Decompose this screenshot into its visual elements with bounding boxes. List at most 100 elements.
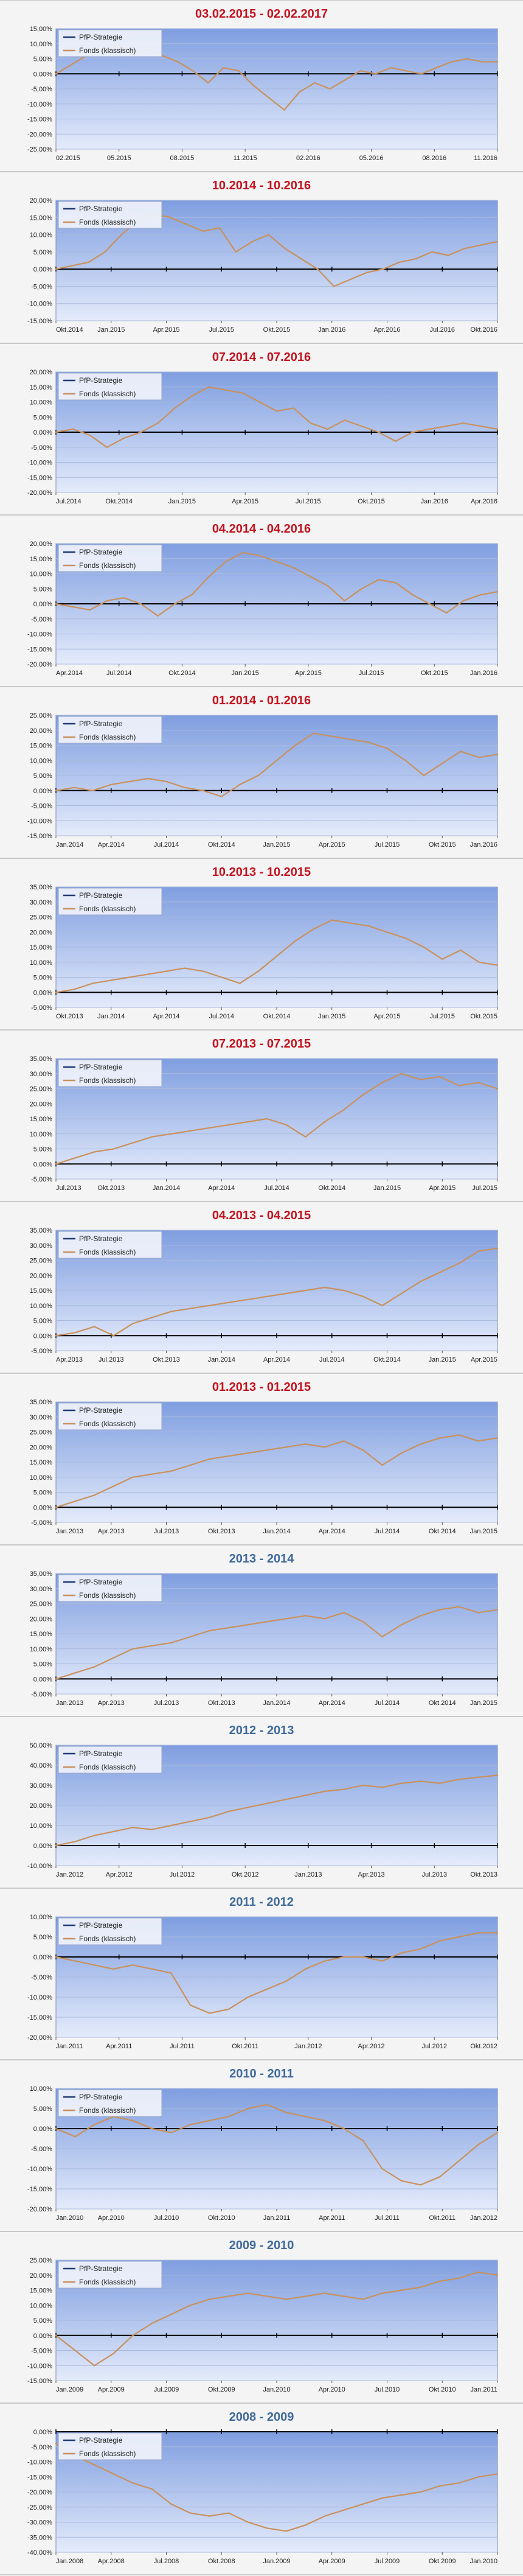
- data-point: [285, 1292, 287, 1295]
- series-line-fonds: [55, 1434, 498, 1508]
- y-tick-label: -15,00%: [27, 318, 52, 325]
- series-line-fonds: [55, 1774, 498, 1847]
- data-point: [189, 1636, 192, 1638]
- data-point: [209, 2515, 210, 2517]
- data-point: [381, 2497, 383, 2499]
- x-tick-label: Jul.2014: [154, 841, 179, 849]
- data-point: [478, 961, 480, 963]
- x-tick-label: Okt.2015: [263, 326, 291, 334]
- x-tick-label: 02.2016: [296, 155, 320, 162]
- x-tick-label: Okt.2011: [232, 2043, 258, 2050]
- y-tick-label: 0,00%: [33, 266, 52, 273]
- data-point: [247, 1298, 249, 1301]
- y-tick-label: 5,00%: [33, 772, 52, 780]
- x-tick-label: Jul.2014: [319, 1356, 345, 1363]
- y-tick-label: 0,00%: [33, 1954, 52, 1961]
- data-point: [209, 1458, 210, 1460]
- y-tick-label: 10,00%: [30, 1914, 53, 1921]
- y-tick-label: -10,00%: [27, 817, 52, 825]
- data-point: [209, 2298, 210, 2300]
- data-point: [106, 446, 108, 448]
- y-tick-label: -5,00%: [31, 616, 52, 623]
- data-point: [496, 1088, 499, 1090]
- data-point: [170, 1311, 172, 1312]
- y-tick-label: -5,00%: [31, 1004, 52, 1012]
- y-tick-label: -40,00%: [27, 2549, 52, 2557]
- x-tick-label: Jan.2013: [56, 1528, 83, 1535]
- data-point: [451, 61, 453, 63]
- chart-panel: 2009 - 2010 25,00% 20,00% 15,00% 10,00% 5,00%…: [0, 2231, 523, 2403]
- y-tick-label: 35,00%: [30, 1399, 53, 1406]
- data-point: [113, 1657, 114, 1659]
- y-tick-label: -10,00%: [27, 1994, 52, 2001]
- chart-panel: 01.2014 - 01.2016 25,00% 20,00% 15,00% 10,00…: [0, 687, 523, 858]
- y-tick-label: 0,00%: [33, 1676, 52, 1683]
- x-tick-label: Jul.2015: [472, 1185, 497, 1192]
- x-tick-label: Okt.2014: [373, 1356, 401, 1363]
- y-tick-label: 15,00%: [30, 214, 53, 222]
- x-tick-label: Jan.2014: [208, 1356, 235, 1363]
- legend-box: [58, 1402, 162, 1430]
- data-point: [285, 1798, 287, 1801]
- legend-label-pfp: PfP-Strategie: [79, 1234, 123, 1243]
- y-tick-label: -10,00%: [27, 2362, 52, 2370]
- y-tick-label: -10,00%: [27, 2166, 52, 2173]
- data-point: [496, 754, 499, 755]
- data-point: [268, 97, 270, 99]
- data-point: [496, 1437, 499, 1439]
- y-tick-label: -15,00%: [27, 646, 52, 653]
- chart-title: 01.2014 - 01.2016: [212, 694, 311, 707]
- data-point: [227, 2116, 230, 2118]
- data-point: [343, 1788, 345, 1790]
- x-tick-label: 08.2015: [170, 155, 195, 162]
- y-tick-label: 15,00%: [30, 26, 53, 33]
- data-point: [329, 88, 331, 90]
- data-point: [305, 2295, 307, 2297]
- y-tick-label: 5,00%: [33, 2105, 52, 2113]
- x-tick-label: 02.2015: [56, 155, 80, 162]
- y-tick-label: -5,00%: [31, 1691, 52, 1698]
- data-point: [285, 1124, 287, 1126]
- data-point: [209, 1816, 210, 1818]
- data-point: [227, 1301, 230, 1303]
- legend-label-pfp: PfP-Strategie: [79, 205, 123, 213]
- y-tick-label: 20,00%: [30, 369, 53, 376]
- y-tick-label: 25,00%: [30, 1086, 53, 1093]
- legend: PfP-Strategie Fonds (klassisch): [58, 2089, 162, 2117]
- data-point: [439, 1076, 441, 1077]
- line-chart: 35,00% 30,00% 25,00% 20,00% 15,00% 10,00% 5,00…: [30, 1570, 499, 1707]
- line-chart: 10,00% 5,00% 0,00% -5,00% -10,00% -15,00% -20,…: [27, 1914, 499, 2050]
- x-tick-label: 05.2016: [359, 155, 384, 162]
- x-tick-label: 11.2016: [474, 155, 497, 162]
- legend-label-fonds: Fonds (klassisch): [79, 1591, 136, 1600]
- data-point: [55, 1678, 57, 1680]
- data-point: [221, 796, 223, 797]
- data-point: [165, 780, 167, 783]
- data-point: [395, 440, 397, 443]
- y-tick-label: 35,00%: [30, 1227, 53, 1234]
- data-point: [151, 1829, 153, 1830]
- line-chart: 20,00% 15,00% 10,00% 5,00% 0,00% -5,00% -10,00…: [27, 369, 499, 505]
- chart-title: 2012 - 2013: [229, 1724, 294, 1737]
- data-point: [283, 109, 285, 111]
- y-tick-label: 40,00%: [30, 1762, 53, 1769]
- data-point: [458, 1936, 460, 1938]
- data-point: [184, 786, 185, 788]
- legend-label-fonds: Fonds (klassisch): [79, 390, 136, 398]
- x-tick-label: Jan.2015: [168, 498, 196, 505]
- x-tick-label: Jul.2013: [154, 1699, 179, 1707]
- data-point: [284, 248, 286, 250]
- legend-box: [58, 544, 162, 572]
- x-tick-label: 08.2016: [422, 155, 446, 162]
- x-tick-label: Okt.2014: [168, 670, 196, 677]
- data-point: [362, 2140, 364, 2141]
- x-tick-label: Jan.2016: [470, 841, 497, 849]
- data-point: [170, 1470, 172, 1472]
- legend-box: [58, 2089, 162, 2117]
- x-tick-label: Apr.2015: [319, 841, 345, 849]
- y-tick-label: 0,00%: [33, 1843, 52, 1850]
- chart-title: 07.2014 - 07.2016: [212, 351, 311, 364]
- line-chart: 25,00% 20,00% 15,00% 10,00% 5,00% 0,00% -5,00%…: [27, 2257, 499, 2393]
- y-tick-label: -5,00%: [31, 2146, 52, 2153]
- y-tick-label: 10,00%: [30, 1303, 53, 1310]
